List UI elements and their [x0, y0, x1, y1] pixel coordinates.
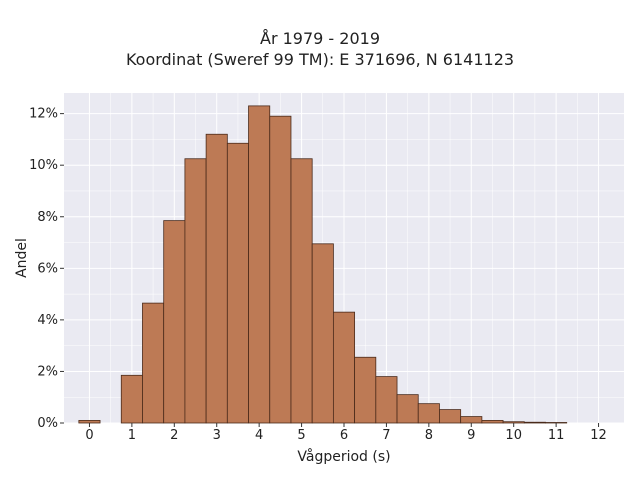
bar-group — [78, 105, 568, 424]
x-tick-label: 3 — [213, 428, 221, 443]
histogram-bar — [78, 420, 101, 424]
histogram-bar — [375, 376, 398, 424]
x-tick-label: 4 — [255, 428, 263, 443]
x-tick-label: 2 — [170, 428, 178, 443]
y-tick-label: 12% — [29, 107, 58, 122]
x-tick-label: 7 — [382, 428, 390, 443]
y-axis-label: Andel — [14, 238, 30, 278]
x-tick-label: 9 — [467, 428, 475, 443]
histogram-bar — [481, 420, 504, 424]
histogram-bar — [311, 243, 334, 424]
x-tick-label: 5 — [297, 428, 305, 443]
histogram-bar — [269, 115, 292, 424]
histogram-bar — [142, 302, 165, 424]
histogram-bar — [290, 158, 313, 424]
histogram-bar — [417, 403, 440, 424]
histogram-bar — [439, 409, 462, 424]
histogram-bar — [523, 421, 546, 424]
histogram-bar — [163, 220, 186, 424]
histogram-bar — [545, 422, 568, 424]
histogram-bar — [184, 158, 207, 424]
y-tick-label: 2% — [37, 364, 58, 379]
histogram-bar — [248, 105, 271, 424]
x-tick-label: 11 — [548, 428, 565, 443]
chart-subtitle: Koordinat (Sweref 99 TM): E 371696, N 61… — [125, 50, 515, 69]
histogram-bar — [332, 311, 356, 424]
histogram-bar — [396, 394, 419, 424]
x-tick-label: 6 — [340, 428, 348, 443]
y-tick-label: 8% — [37, 210, 58, 225]
y-tick-label: 4% — [37, 313, 58, 328]
histogram-bar — [120, 374, 143, 424]
x-tick-label: 0 — [85, 428, 93, 443]
histogram-bar — [226, 142, 249, 424]
y-axis-ticks: 0% 2% 4% 6% 8% 10% 12% — [29, 107, 64, 431]
histogram-bar — [205, 133, 228, 424]
y-tick-label: 10% — [29, 158, 58, 173]
x-axis-ticks: 0 1 2 3 4 5 6 7 8 9 10 11 12 — [85, 423, 607, 443]
y-tick-label: 6% — [37, 261, 58, 276]
x-axis-label: Vågperiod (s) — [297, 448, 390, 465]
x-tick-label: 1 — [128, 428, 136, 443]
y-tick-label: 0% — [37, 416, 58, 431]
x-tick-label: 8 — [425, 428, 433, 443]
x-tick-label: 12 — [590, 428, 607, 443]
histogram-bar — [502, 421, 525, 424]
chart-title: År 1979 - 2019 — [260, 29, 380, 48]
x-tick-label: 10 — [505, 428, 522, 443]
histogram-bar — [460, 416, 483, 424]
histogram-bar — [354, 356, 377, 424]
